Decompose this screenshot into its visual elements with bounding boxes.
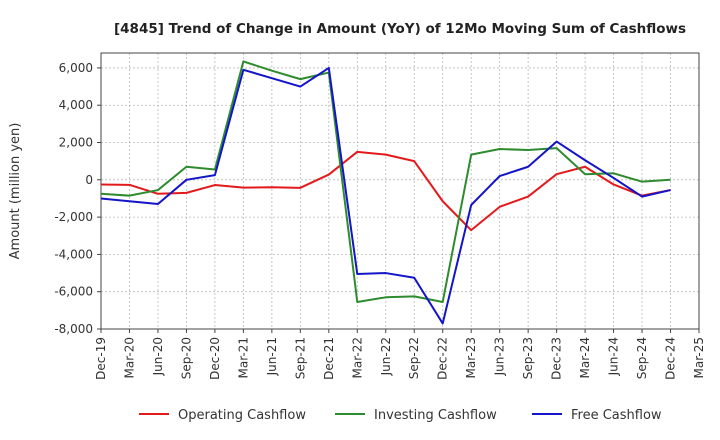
y-tick-label: -4,000 — [54, 247, 93, 261]
series-lines — [100, 60, 671, 325]
x-tick-label: Dec-21 — [322, 337, 336, 380]
chart-title: [4845] Trend of Change in Amount (YoY) o… — [114, 21, 686, 37]
x-tick-label: Dec-24 — [664, 337, 678, 380]
y-axis-ticks: 6,000 4,000 2,000 0 -2,000 -4,000 -6,000 -8,000 — [54, 61, 101, 336]
plot-area — [100, 52, 700, 330]
legend-label-free-cashflow: Free Cashflow — [571, 408, 662, 423]
x-tick-label: Sep-21 — [293, 337, 307, 379]
x-tick-label: Jun-20 — [151, 337, 165, 376]
y-tick-label: 6,000 — [59, 61, 93, 75]
x-axis-ticks: Dec-19 Mar-20 Jun-20 Sep-20 Dec-20 Mar-21 Jun-… — [94, 329, 706, 380]
series-line-free-cashflow — [100, 66, 671, 325]
series-line-investing-cashflow — [100, 60, 671, 303]
y-axis-label: Amount (million yen) — [8, 123, 23, 260]
y-tick-label: 4,000 — [59, 98, 93, 112]
x-tick-label: Jun-21 — [265, 337, 279, 376]
y-tick-label: -6,000 — [54, 285, 93, 299]
x-tick-label: Dec-20 — [208, 337, 222, 380]
x-tick-label: Dec-19 — [94, 337, 108, 380]
legend: Operating Cashflow Investing Cashflow Free… — [139, 408, 662, 423]
x-tick-label: Mar-21 — [236, 337, 250, 378]
y-tick-label: -2,000 — [54, 210, 93, 224]
legend-label-operating-cashflow: Operating Cashflow — [178, 408, 306, 423]
legend-label-investing-cashflow: Investing Cashflow — [374, 408, 497, 423]
series-line-operating-cashflow — [100, 150, 671, 232]
x-tick-label: Dec-23 — [550, 337, 564, 380]
x-tick-label: Mar-25 — [692, 337, 706, 378]
x-tick-label: Sep-22 — [407, 337, 421, 379]
x-tick-label: Sep-20 — [179, 337, 193, 379]
x-tick-label: Mar-23 — [464, 337, 478, 378]
x-tick-label: Mar-20 — [122, 337, 136, 378]
x-tick-label: Sep-24 — [635, 337, 649, 379]
x-tick-label: Jun-24 — [607, 337, 621, 376]
x-tick-label: Dec-22 — [436, 337, 450, 380]
y-tick-label: 2,000 — [59, 136, 93, 150]
x-tick-label: Mar-22 — [350, 337, 364, 378]
grid — [101, 53, 699, 329]
y-tick-label: -8,000 — [54, 322, 93, 336]
y-tick-label: 0 — [85, 173, 93, 187]
x-tick-label: Sep-23 — [521, 337, 535, 379]
x-tick-label: Jun-23 — [493, 337, 507, 376]
x-tick-label: Jun-22 — [379, 337, 393, 376]
x-tick-label: Mar-24 — [578, 337, 592, 378]
